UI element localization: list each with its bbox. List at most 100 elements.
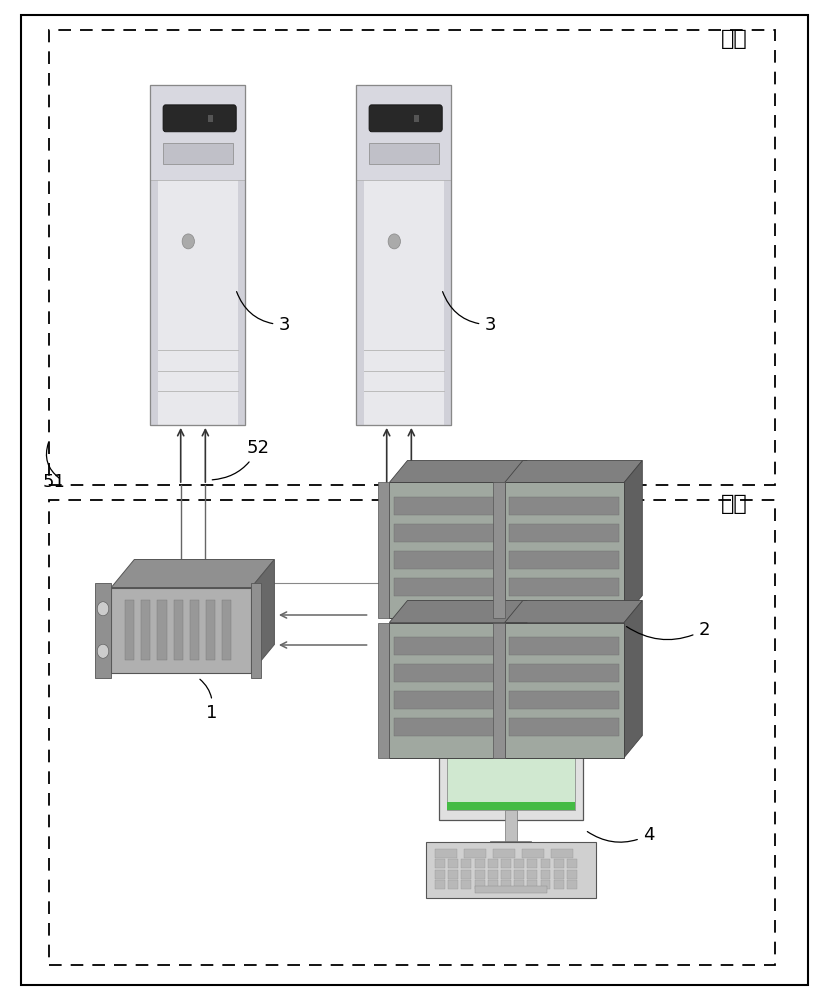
FancyBboxPatch shape (475, 886, 547, 893)
Polygon shape (509, 600, 527, 758)
FancyBboxPatch shape (509, 691, 620, 709)
Polygon shape (389, 600, 527, 622)
FancyBboxPatch shape (522, 848, 544, 857)
Text: 内网: 内网 (721, 494, 747, 514)
Polygon shape (111, 560, 274, 587)
FancyBboxPatch shape (448, 859, 458, 868)
FancyBboxPatch shape (493, 622, 504, 758)
FancyBboxPatch shape (95, 582, 111, 678)
Circle shape (182, 234, 194, 249)
FancyBboxPatch shape (163, 143, 232, 164)
FancyBboxPatch shape (208, 115, 213, 122)
FancyBboxPatch shape (527, 859, 537, 868)
FancyBboxPatch shape (493, 848, 515, 857)
FancyBboxPatch shape (464, 848, 486, 857)
FancyBboxPatch shape (369, 105, 442, 132)
FancyBboxPatch shape (394, 497, 504, 515)
FancyBboxPatch shape (488, 880, 498, 889)
FancyBboxPatch shape (509, 637, 620, 655)
FancyBboxPatch shape (567, 859, 577, 868)
FancyBboxPatch shape (150, 85, 158, 425)
FancyBboxPatch shape (447, 700, 574, 810)
Text: 4: 4 (588, 826, 654, 844)
FancyBboxPatch shape (527, 880, 537, 889)
FancyBboxPatch shape (356, 85, 452, 425)
FancyBboxPatch shape (505, 810, 517, 850)
FancyBboxPatch shape (554, 880, 564, 889)
FancyBboxPatch shape (509, 578, 620, 596)
FancyBboxPatch shape (377, 482, 389, 617)
FancyBboxPatch shape (435, 869, 445, 878)
Polygon shape (251, 560, 274, 672)
Text: 51: 51 (43, 473, 66, 491)
FancyBboxPatch shape (377, 622, 389, 758)
FancyBboxPatch shape (174, 600, 183, 660)
FancyBboxPatch shape (554, 859, 564, 868)
FancyBboxPatch shape (488, 859, 498, 868)
FancyBboxPatch shape (394, 691, 504, 709)
FancyBboxPatch shape (237, 85, 245, 425)
FancyBboxPatch shape (504, 622, 625, 758)
FancyBboxPatch shape (394, 524, 504, 542)
FancyBboxPatch shape (394, 664, 504, 682)
FancyBboxPatch shape (142, 600, 151, 660)
FancyBboxPatch shape (111, 587, 251, 672)
FancyBboxPatch shape (490, 841, 531, 850)
FancyBboxPatch shape (567, 869, 577, 878)
FancyBboxPatch shape (509, 524, 620, 542)
Text: 1: 1 (200, 679, 218, 721)
FancyBboxPatch shape (394, 718, 504, 736)
FancyBboxPatch shape (222, 600, 231, 660)
FancyBboxPatch shape (448, 880, 458, 889)
FancyBboxPatch shape (394, 551, 504, 569)
FancyBboxPatch shape (125, 600, 134, 660)
FancyBboxPatch shape (369, 143, 438, 164)
FancyBboxPatch shape (461, 869, 471, 878)
FancyBboxPatch shape (509, 497, 620, 515)
FancyBboxPatch shape (461, 859, 471, 868)
FancyBboxPatch shape (509, 551, 620, 569)
FancyBboxPatch shape (475, 869, 485, 878)
Circle shape (97, 602, 109, 616)
Text: 52: 52 (213, 439, 269, 480)
Polygon shape (625, 460, 643, 617)
FancyBboxPatch shape (251, 582, 261, 678)
FancyBboxPatch shape (150, 85, 245, 180)
FancyBboxPatch shape (501, 869, 511, 878)
FancyBboxPatch shape (551, 848, 573, 857)
FancyBboxPatch shape (435, 880, 445, 889)
Text: 2: 2 (626, 621, 709, 640)
FancyBboxPatch shape (435, 848, 456, 857)
FancyBboxPatch shape (475, 880, 485, 889)
FancyBboxPatch shape (414, 115, 419, 122)
FancyBboxPatch shape (514, 859, 524, 868)
FancyBboxPatch shape (488, 869, 498, 878)
FancyBboxPatch shape (389, 622, 509, 758)
Text: 3: 3 (236, 292, 290, 334)
FancyBboxPatch shape (163, 105, 236, 132)
FancyBboxPatch shape (514, 869, 524, 878)
FancyBboxPatch shape (514, 880, 524, 889)
FancyBboxPatch shape (509, 718, 620, 736)
FancyBboxPatch shape (394, 578, 504, 596)
FancyBboxPatch shape (501, 880, 511, 889)
FancyBboxPatch shape (426, 842, 596, 898)
FancyBboxPatch shape (356, 85, 364, 425)
FancyBboxPatch shape (190, 600, 199, 660)
Polygon shape (509, 460, 527, 617)
FancyBboxPatch shape (504, 482, 625, 617)
FancyBboxPatch shape (554, 869, 564, 878)
Polygon shape (625, 600, 643, 758)
FancyBboxPatch shape (541, 869, 550, 878)
Polygon shape (504, 600, 643, 622)
FancyBboxPatch shape (541, 859, 550, 868)
Circle shape (388, 234, 400, 249)
FancyBboxPatch shape (356, 85, 452, 180)
Circle shape (97, 644, 109, 658)
FancyBboxPatch shape (438, 690, 583, 820)
FancyBboxPatch shape (493, 482, 504, 617)
Text: 3: 3 (442, 292, 496, 334)
FancyBboxPatch shape (567, 880, 577, 889)
FancyBboxPatch shape (435, 859, 445, 868)
Polygon shape (504, 460, 643, 482)
